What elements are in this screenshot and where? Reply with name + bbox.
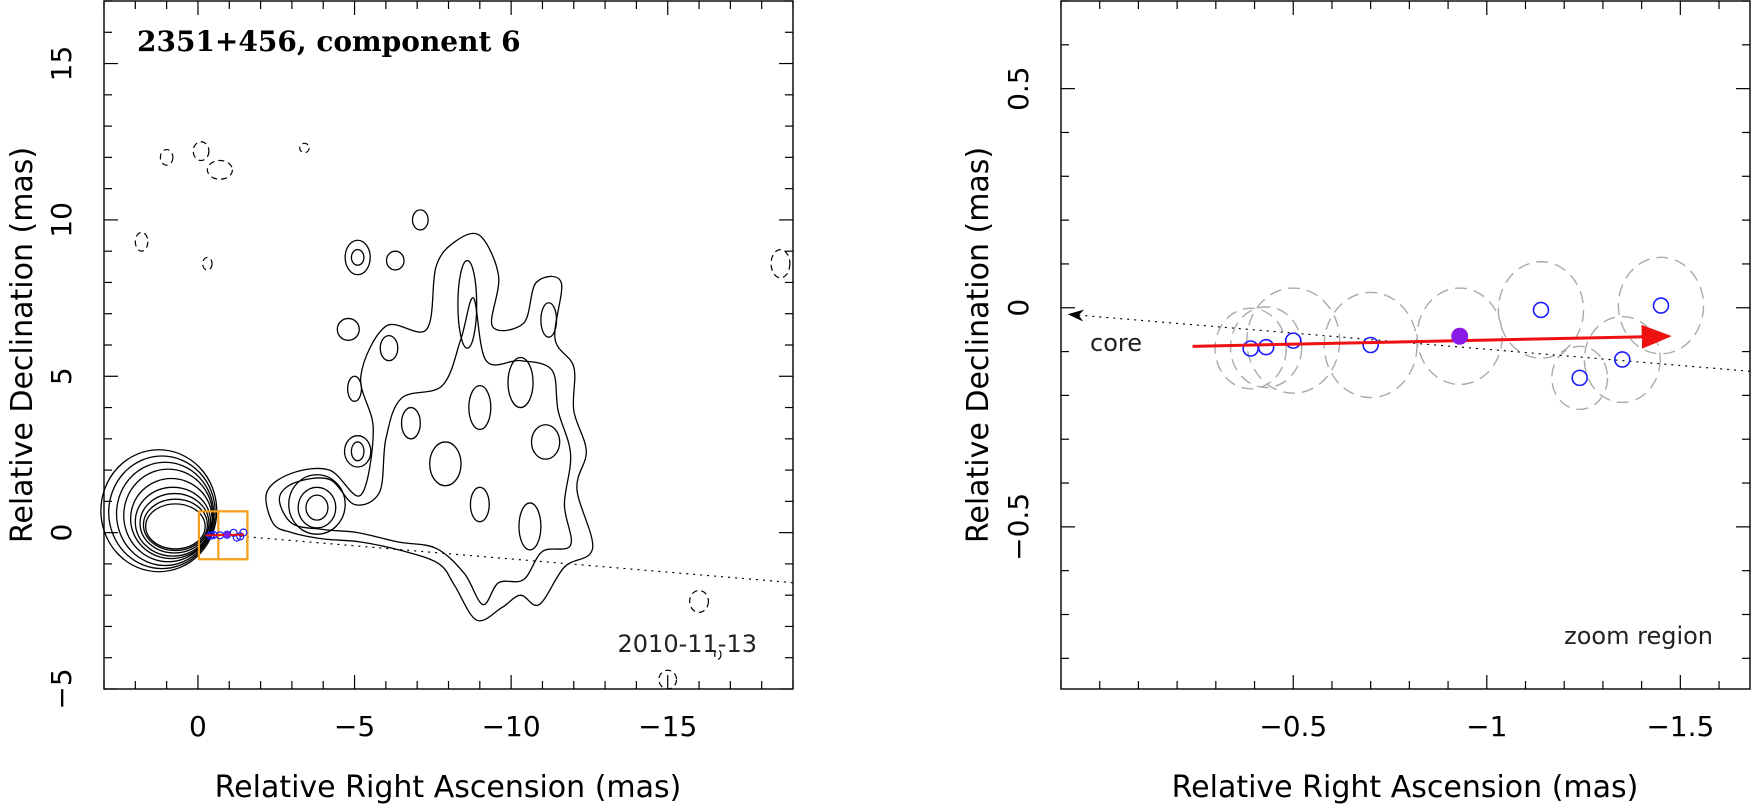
left-y-tick-labels: −5 0 5 10 15 — [45, 46, 78, 710]
contour-outer — [265, 232, 594, 622]
contour-inner — [278, 297, 573, 606]
component-fwhm-circle — [1416, 287, 1503, 386]
right-y-axis-label: Relative Declination (mas) — [961, 147, 996, 543]
contour-island — [400, 406, 421, 440]
right-x-axis-label: Relative Right Ascension (mas) — [1172, 770, 1639, 805]
contour-island — [343, 435, 372, 468]
core-contour — [142, 498, 208, 552]
negative-contour — [159, 148, 174, 166]
right-plot-frame — [1060, 0, 1751, 690]
component-position — [239, 528, 248, 537]
contour-island — [288, 474, 346, 535]
contour-island — [297, 486, 337, 529]
component-position — [1613, 351, 1631, 368]
negative-contour — [714, 649, 722, 660]
negative-contour — [689, 589, 710, 613]
right-plot-data — [1067, 256, 1751, 411]
x-tick-label: −1.5 — [1646, 710, 1714, 743]
jet-axis-line — [197, 532, 794, 584]
component-fwhm-circle — [1583, 315, 1661, 404]
core-contour — [139, 492, 210, 554]
contour-island — [411, 209, 429, 231]
core-contour — [115, 461, 215, 567]
x-tick-label: 0 — [189, 710, 207, 743]
contour-island — [379, 334, 399, 362]
left-plot-title: 2351+456, component 6 — [137, 25, 521, 58]
component-fwhm-circle — [1229, 306, 1303, 389]
contour-island — [385, 250, 405, 271]
component-position — [1571, 369, 1588, 387]
left-panel-contour-map: 0 −5 −10 −15 −5 0 5 10 15 2351+456, component 6… — [5, 0, 794, 805]
x-tick-label: −1 — [1466, 710, 1507, 743]
component-fwhm-circle — [1246, 287, 1341, 394]
component-fwhm-circle — [1497, 261, 1585, 359]
contour-island — [468, 385, 492, 431]
negative-contour — [206, 159, 234, 180]
component-position — [1652, 297, 1670, 314]
contour-island — [347, 375, 363, 402]
left-axis-ticks — [103, 0, 794, 690]
core-contour — [134, 486, 212, 557]
y-tick-label: 0.5 — [1002, 66, 1035, 111]
contour-island — [469, 486, 490, 523]
contour-island — [336, 317, 360, 341]
epoch-label: 2010-11-13 — [618, 630, 757, 658]
contour-island — [518, 502, 542, 551]
zoom-region-label: zoom region — [1564, 622, 1713, 650]
component-fwhm-circle — [1214, 307, 1287, 390]
x-tick-label: −0.5 — [1259, 710, 1327, 743]
contour-island — [350, 248, 365, 266]
right-x-tick-labels: −0.5 −1 −1.5 — [1259, 710, 1714, 743]
negative-contour — [134, 231, 149, 252]
component-position — [1532, 301, 1550, 319]
x-tick-label: −15 — [638, 710, 697, 743]
right-panel-zoom: −0.5 −1 −1.5 −0.5 0 0.5 core zoom region Rel… — [961, 0, 1751, 805]
right-y-tick-labels: −0.5 0 0.5 — [1002, 66, 1035, 560]
core-label: core — [1090, 329, 1142, 357]
negative-contour — [192, 141, 210, 162]
negative-contour — [770, 249, 791, 279]
component-position — [1362, 336, 1379, 354]
y-tick-label: 10 — [45, 202, 78, 238]
x-tick-label: −5 — [334, 710, 375, 743]
left-x-axis-label: Relative Right Ascension (mas) — [215, 770, 682, 805]
jet-axis-line — [1067, 309, 1751, 372]
contour-island — [429, 441, 462, 487]
right-axis-ticks — [1060, 0, 1750, 689]
contour-island — [457, 259, 478, 349]
left-plot-frame — [103, 0, 794, 690]
core-contour — [123, 468, 214, 563]
contour-island — [305, 494, 329, 521]
velocity-vector — [1192, 324, 1672, 349]
y-tick-label: 15 — [45, 46, 78, 82]
y-tick-label: −0.5 — [1002, 493, 1035, 561]
y-tick-label: −5 — [45, 668, 78, 709]
component-fwhm-circle — [1617, 256, 1705, 355]
component-position — [1284, 332, 1302, 349]
left-x-tick-labels: 0 −5 −10 −15 — [189, 710, 697, 743]
x-tick-label: −10 — [482, 710, 541, 743]
y-tick-label: 0 — [45, 524, 78, 542]
contour-island — [540, 302, 558, 338]
core-contour — [145, 503, 206, 550]
contour-island — [507, 356, 534, 409]
contour-island — [350, 441, 365, 462]
negative-contour — [202, 256, 213, 271]
reference-epoch-point — [1451, 327, 1469, 345]
component-position — [1257, 338, 1275, 356]
y-tick-label: 0 — [1002, 299, 1035, 317]
left-plot-data — [100, 141, 794, 690]
negative-contour — [299, 142, 310, 154]
contour-island — [344, 239, 371, 276]
component-fwhm-circle — [1551, 345, 1609, 411]
reference-epoch-point — [224, 531, 231, 538]
left-y-axis-label: Relative Declination (mas) — [5, 147, 40, 543]
y-tick-label: 5 — [45, 367, 78, 385]
contour-island — [530, 424, 561, 460]
